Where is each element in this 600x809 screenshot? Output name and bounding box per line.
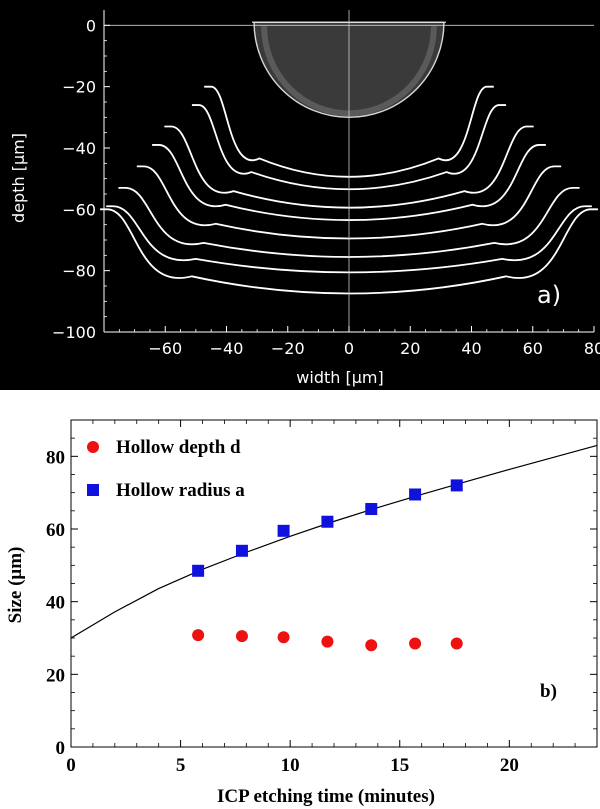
hollow-radius-point <box>321 515 334 528</box>
hollow-depth-point <box>450 637 463 650</box>
panel-b-y-axis-label: Size (μm) <box>5 547 26 624</box>
panel-a-x-tick-label: 60 <box>523 339 543 358</box>
legend-marker-hollow-radius <box>87 484 99 496</box>
panel-a-x-tick-label: 0 <box>344 339 354 358</box>
panel-a-x-tick-label: 80 <box>584 339 600 358</box>
panel-b-y-tick-label: 80 <box>46 447 65 468</box>
panel-a-x-tick-label: −20 <box>271 339 305 358</box>
panel-b-label: b) <box>540 681 557 702</box>
panel-b-x-tick-label: 0 <box>66 755 76 776</box>
panel-b-size-chart: 0 5 10 15 20 0 20 40 60 80 Hollow depth d Hollow … <box>5 419 598 807</box>
fit-curve-line <box>70 444 598 639</box>
hollow-radius-point <box>450 479 463 492</box>
hollow-radius-point <box>192 564 205 577</box>
hollow-radius-point <box>277 524 290 537</box>
hollow-radius-point <box>409 488 422 501</box>
panel-b-y-tick-label: 0 <box>56 738 66 759</box>
panel-a-x-axis-label: width [μm] <box>296 368 383 387</box>
panel-a-label: a) <box>537 281 561 309</box>
panel-b-x-tick-label: 20 <box>500 755 519 776</box>
panel-a-profiles-chart: −60 −40 −20 0 20 40 60 80 0 −20 −40 −60 −80 −100 widt… <box>0 0 600 390</box>
panel-b-x-tick-label: 15 <box>390 755 409 776</box>
panel-a-y-tick-label: −20 <box>62 78 96 97</box>
panel-b-x-tick-label: 10 <box>281 755 300 776</box>
panel-b-frame <box>70 419 598 748</box>
panel-b-plot-area <box>70 444 598 652</box>
hollow-depth-point <box>321 635 334 648</box>
panel-b-y-tick-label: 60 <box>46 520 65 541</box>
panel-b-x-tick-label: 5 <box>176 755 186 776</box>
panel-a-y-tick-label: −40 <box>62 139 96 158</box>
panel-a-y-tick-label: −100 <box>52 323 96 342</box>
panel-a-y-tick-label: 0 <box>86 16 96 35</box>
hollow-depth-point <box>365 639 378 652</box>
panel-a-axes: −60 −40 −20 0 20 40 60 80 0 −20 −40 −60 −80 −100 <box>52 10 600 358</box>
legend-label-hollow-radius: Hollow radius a <box>116 480 245 501</box>
panel-b-legend: Hollow depth d Hollow radius a <box>87 437 245 501</box>
panel-a-y-tick-label: −80 <box>62 262 96 281</box>
hollow-depth-point <box>235 630 248 643</box>
hollow-radius-point <box>365 503 378 516</box>
panel-a-x-tick-label: −60 <box>148 339 182 358</box>
legend-label-hollow-depth: Hollow depth d <box>116 437 241 458</box>
panel-b-y-tick-label: 40 <box>46 593 65 614</box>
hollow-depth-point <box>409 637 422 650</box>
legend-marker-hollow-depth <box>87 441 99 453</box>
panel-a-x-tick-label: 20 <box>400 339 420 358</box>
panel-b-axes: 0 5 10 15 20 0 20 40 60 80 <box>46 419 598 776</box>
hollow-radius-point <box>235 544 248 557</box>
panel-a-x-tick-label: 40 <box>461 339 481 358</box>
panel-a-y-tick-label: −60 <box>62 200 96 219</box>
panel-a-y-axis-label: depth [μm] <box>9 133 28 223</box>
panel-a-x-tick-label: −40 <box>210 339 244 358</box>
hollow-depth-point <box>277 631 290 644</box>
hollow-depth-point <box>192 629 205 642</box>
panel-b-y-tick-label: 20 <box>46 665 65 686</box>
panel-b-x-axis-label: ICP etching time (minutes) <box>217 786 435 807</box>
